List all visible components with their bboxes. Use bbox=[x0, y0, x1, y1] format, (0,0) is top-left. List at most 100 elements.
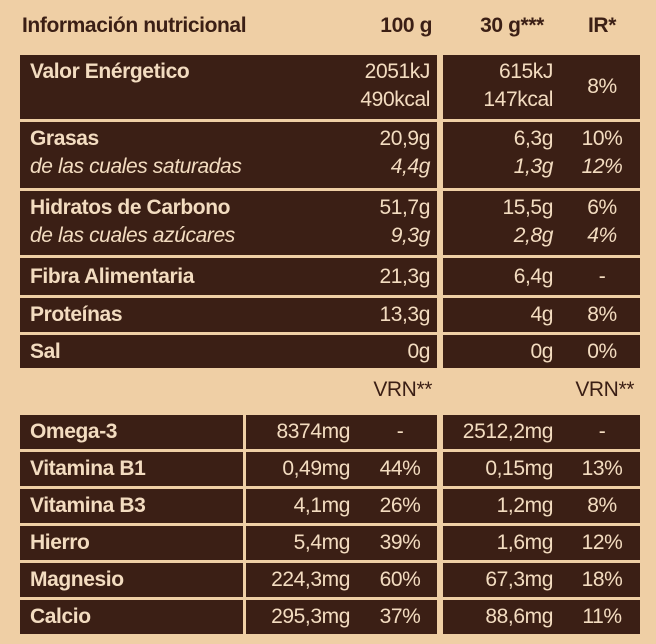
row-cell bbox=[443, 258, 640, 295]
row-cell bbox=[443, 335, 640, 368]
row-cell bbox=[20, 600, 243, 634]
row-cell bbox=[443, 122, 640, 188]
vrn-30g: - bbox=[598, 420, 606, 443]
value-30g: 615kJ bbox=[498, 60, 553, 83]
value-30g: 2512,2mg bbox=[462, 420, 554, 443]
value-30g: 6,4g bbox=[513, 264, 554, 288]
value-30g: 0,15mg bbox=[485, 457, 553, 480]
value-100g: 8374mg bbox=[276, 420, 351, 443]
mineral-label: Vitamina B1 bbox=[30, 457, 146, 480]
mineral-label: Magnesio bbox=[30, 568, 124, 591]
nutrient-label: Proteínas bbox=[30, 303, 123, 326]
vrn-30g: 13% bbox=[581, 457, 623, 480]
vrn-30g: 8% bbox=[587, 494, 617, 517]
value-100g: 13,3g bbox=[379, 303, 430, 326]
value-100g: 295,3mg bbox=[271, 605, 350, 628]
vrn-header: VRN** bbox=[575, 378, 634, 401]
row-cell bbox=[20, 191, 437, 255]
value-ir: 6% bbox=[587, 196, 617, 219]
nutrient-label: Valor Enérgetico bbox=[30, 60, 190, 83]
header-ir: IR* bbox=[588, 14, 616, 37]
value-ir: 8% bbox=[587, 75, 617, 98]
row-cell bbox=[246, 526, 437, 560]
value-ir: - bbox=[598, 264, 606, 288]
row-cell bbox=[20, 452, 243, 486]
vrn-header: VRN** bbox=[373, 378, 432, 401]
value-100g: 224,3mg bbox=[271, 568, 350, 591]
row-cell bbox=[20, 258, 437, 295]
row-cell bbox=[443, 55, 640, 119]
mineral-label: Omega-3 bbox=[30, 420, 118, 443]
value-30g: 1,6mg bbox=[496, 531, 554, 554]
row-cell bbox=[20, 563, 243, 597]
row-cell bbox=[20, 415, 243, 449]
vrn-100g: 37% bbox=[379, 605, 421, 628]
nutrient-label: Fibra Alimentaria bbox=[30, 264, 194, 288]
sub-label: de las cuales saturadas bbox=[30, 155, 242, 178]
row-cell bbox=[443, 489, 640, 523]
row-cell bbox=[443, 526, 640, 560]
row-cell bbox=[20, 122, 437, 188]
sub-label: de las cuales azúcares bbox=[30, 224, 235, 247]
row-cell bbox=[20, 526, 243, 560]
vrn-30g: 12% bbox=[581, 531, 623, 554]
sub-30g: 1,3g bbox=[513, 155, 554, 178]
value-ir: 8% bbox=[587, 303, 617, 326]
value-30g: 0g bbox=[530, 339, 553, 363]
value-100g: 51,7g bbox=[379, 196, 430, 219]
mineral-label: Calcio bbox=[30, 605, 91, 628]
value-30g: 147kcal bbox=[483, 88, 553, 111]
nutrient-label: Sal bbox=[30, 339, 61, 363]
value-30g: 1,2mg bbox=[496, 494, 554, 517]
vrn-30g: 18% bbox=[581, 568, 623, 591]
sub-ir: 12% bbox=[581, 155, 623, 178]
value-100g: 21,3g bbox=[379, 264, 430, 288]
value-ir: 10% bbox=[581, 127, 623, 150]
row-cell bbox=[443, 563, 640, 597]
vrn-100g: - bbox=[396, 420, 404, 443]
value-30g: 15,5g bbox=[502, 196, 553, 219]
row-cell bbox=[20, 489, 243, 523]
vrn-100g: 60% bbox=[379, 568, 421, 591]
vrn-100g: 44% bbox=[379, 457, 421, 480]
header-30g: 30 g*** bbox=[480, 14, 544, 37]
value-100g: 20,9g bbox=[379, 127, 430, 150]
value-100g: 490kcal bbox=[360, 88, 430, 111]
value-100g: 4,1mg bbox=[293, 494, 351, 517]
vrn-100g: 26% bbox=[379, 494, 421, 517]
row-cell bbox=[443, 600, 640, 634]
row-cell bbox=[443, 298, 640, 332]
value-100g: 5,4mg bbox=[293, 531, 351, 554]
value-30g: 67,3mg bbox=[485, 568, 553, 591]
row-cell bbox=[20, 335, 437, 368]
header-title: Información nutricional bbox=[22, 14, 247, 37]
row-cell bbox=[246, 563, 437, 597]
row-cell bbox=[246, 452, 437, 486]
sub-30g: 2,8g bbox=[513, 224, 554, 247]
value-30g: 88,6mg bbox=[485, 605, 553, 628]
row-cell bbox=[246, 489, 437, 523]
row-cell bbox=[443, 191, 640, 255]
value-30g: 6,3g bbox=[513, 127, 554, 150]
value-100g: 0,49mg bbox=[282, 457, 350, 480]
row-cell bbox=[246, 600, 437, 634]
nutrient-label: Hidratos de Carbono bbox=[30, 196, 231, 219]
mineral-label: Vitamina B3 bbox=[30, 494, 146, 517]
row-cell bbox=[20, 298, 437, 332]
vrn-30g: 11% bbox=[582, 605, 622, 628]
nutrient-label: Grasas bbox=[30, 127, 99, 150]
row-cell bbox=[20, 55, 437, 119]
row-cell bbox=[443, 415, 640, 449]
row-cell bbox=[246, 415, 437, 449]
value-ir: 0% bbox=[587, 339, 617, 363]
header-100g: 100 g bbox=[380, 14, 432, 37]
sub-100g: 4,4g bbox=[390, 155, 431, 178]
value-100g: 2051kJ bbox=[364, 60, 431, 83]
value-30g: 4g bbox=[530, 303, 553, 326]
sub-100g: 9,3g bbox=[390, 224, 431, 247]
vrn-100g: 39% bbox=[379, 531, 421, 554]
value-100g: 0g bbox=[407, 339, 430, 363]
mineral-label: Hierro bbox=[30, 531, 90, 554]
row-cell bbox=[443, 452, 640, 486]
